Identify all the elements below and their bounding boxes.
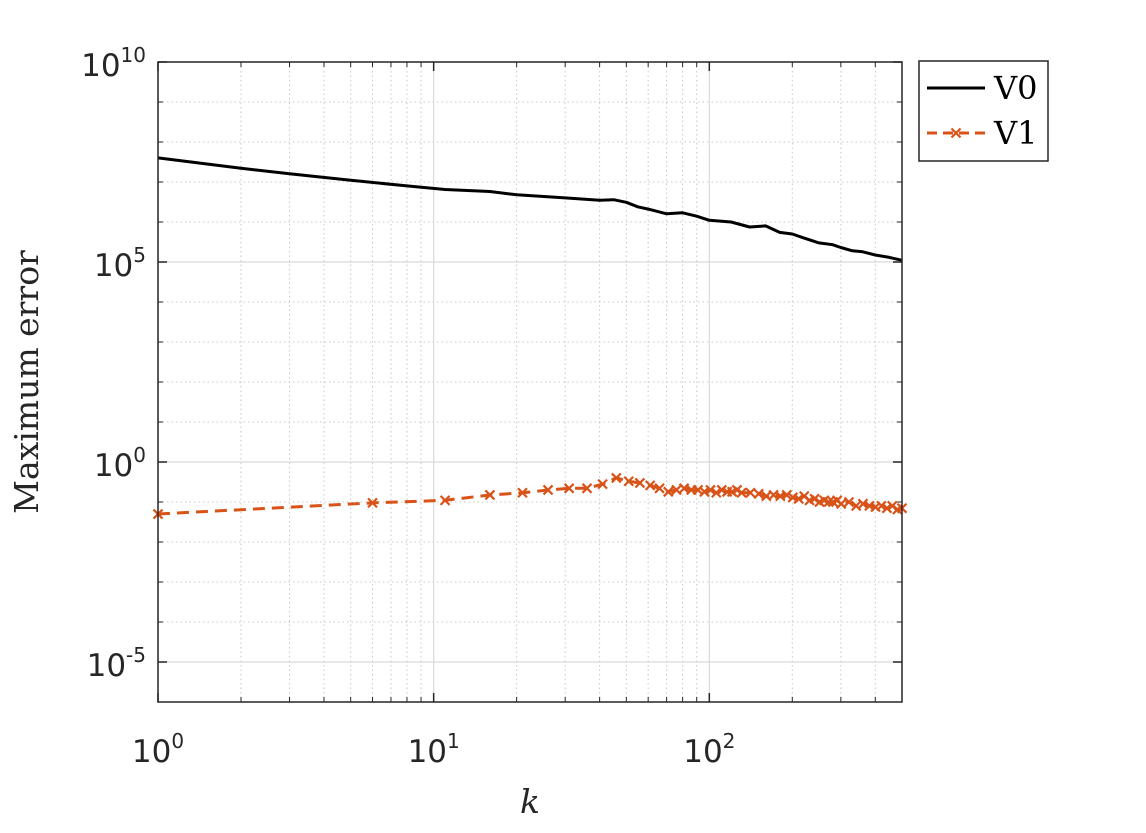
- y-tick-labels: 10-5 100 105 1010: [81, 43, 146, 684]
- marker-stroke: [818, 495, 830, 506]
- marker-stroke: [736, 487, 747, 499]
- data-point-v1: [563, 483, 575, 494]
- legend-marker-x: [950, 127, 962, 139]
- legend-marker-v1: [950, 127, 962, 139]
- data-point-v1: [781, 489, 793, 501]
- data-point-v1: [439, 495, 451, 506]
- data-point-v1: [699, 486, 710, 498]
- marker-stroke: [843, 496, 855, 508]
- marker-stroke: [644, 480, 656, 491]
- marker-stroke: [563, 483, 575, 494]
- data-point-v1: [793, 493, 804, 505]
- series-layer: [152, 156, 908, 520]
- x-tick-label: 102: [683, 729, 735, 770]
- y-axis-label: Maximum error: [7, 250, 46, 514]
- series-line-v0: [157, 156, 903, 262]
- marker-stroke: [671, 484, 682, 496]
- marker-stroke: [611, 472, 622, 484]
- x-tick-label: 101: [408, 729, 460, 770]
- data-point-v1: [597, 478, 608, 490]
- data-point-v1: [809, 493, 820, 505]
- y-tick-label: 105: [94, 243, 146, 284]
- marker-stroke: [699, 486, 710, 498]
- marker-stroke: [705, 484, 716, 496]
- marker-stroke: [835, 498, 847, 510]
- data-point-v1: [876, 500, 887, 512]
- marker-stroke: [542, 484, 554, 496]
- data-point-v1: [671, 484, 682, 496]
- y-tick-label: 100: [94, 443, 146, 484]
- marker-stroke: [850, 500, 862, 512]
- x-tick-label: 100: [132, 729, 184, 770]
- data-point-v1: [581, 483, 593, 494]
- x-axis-label: k: [520, 782, 540, 821]
- y-tick-label: 10-5: [87, 643, 146, 684]
- marker-stroke: [950, 127, 962, 139]
- marker-stroke: [857, 498, 869, 510]
- data-point-v1: [705, 484, 716, 496]
- data-point-v1: [654, 483, 665, 494]
- legend-label-v1: V1: [993, 114, 1037, 152]
- data-point-v1: [823, 496, 834, 508]
- marker-stroke: [731, 484, 743, 496]
- data-point-v1: [367, 497, 378, 509]
- legend: V0 V1: [918, 60, 1049, 162]
- data-point-v1: [857, 498, 869, 510]
- marker-stroke: [367, 497, 378, 509]
- marker-stroke: [761, 490, 772, 502]
- marker-stroke: [484, 489, 496, 501]
- marker-stroke: [781, 489, 793, 501]
- marker-stroke: [809, 493, 820, 505]
- data-point-v1: [843, 496, 855, 508]
- marker-stroke: [517, 487, 528, 499]
- marker-stroke: [775, 490, 786, 502]
- marker-stroke: [793, 493, 804, 505]
- data-point-v1: [542, 484, 554, 496]
- marker-stroke: [623, 475, 634, 487]
- data-point-v1: [835, 498, 847, 510]
- data-point-v1: [484, 489, 496, 501]
- tick-marks: [157, 61, 903, 703]
- data-point-v1: [745, 487, 756, 499]
- marker-stroke: [745, 487, 756, 499]
- marker-stroke: [823, 496, 834, 508]
- marker-stroke: [581, 483, 593, 494]
- marker-stroke: [663, 486, 674, 498]
- data-point-v1: [881, 502, 893, 514]
- data-point-v1: [517, 487, 528, 499]
- marker-stroke: [753, 488, 764, 500]
- marker-stroke: [654, 483, 665, 494]
- marker-stroke: [439, 495, 451, 506]
- marker-stroke: [634, 477, 646, 489]
- marker-stroke: [787, 492, 799, 503]
- plot-area: [158, 62, 902, 702]
- marker-stroke: [597, 478, 608, 490]
- marker-stroke: [716, 484, 728, 496]
- legend-box: [918, 60, 1049, 162]
- data-point-v1: [634, 477, 646, 489]
- marker-stroke: [711, 487, 722, 499]
- data-point-v1: [736, 487, 747, 499]
- y-tick-label: 1010: [81, 43, 146, 84]
- data-point-v1: [623, 475, 634, 487]
- x-tick-labels: 100 101 102: [132, 729, 736, 770]
- marker-stroke: [876, 500, 887, 512]
- minor-grid: [158, 62, 903, 703]
- data-point-v1: [644, 480, 656, 491]
- data-point-v1: [711, 487, 722, 499]
- data-point-v1: [611, 472, 622, 484]
- legend-label-v0: V0: [993, 69, 1037, 107]
- marker-stroke: [798, 490, 810, 502]
- marker-stroke: [881, 502, 893, 514]
- data-point-v1: [753, 488, 764, 500]
- data-point-v1: [663, 486, 674, 498]
